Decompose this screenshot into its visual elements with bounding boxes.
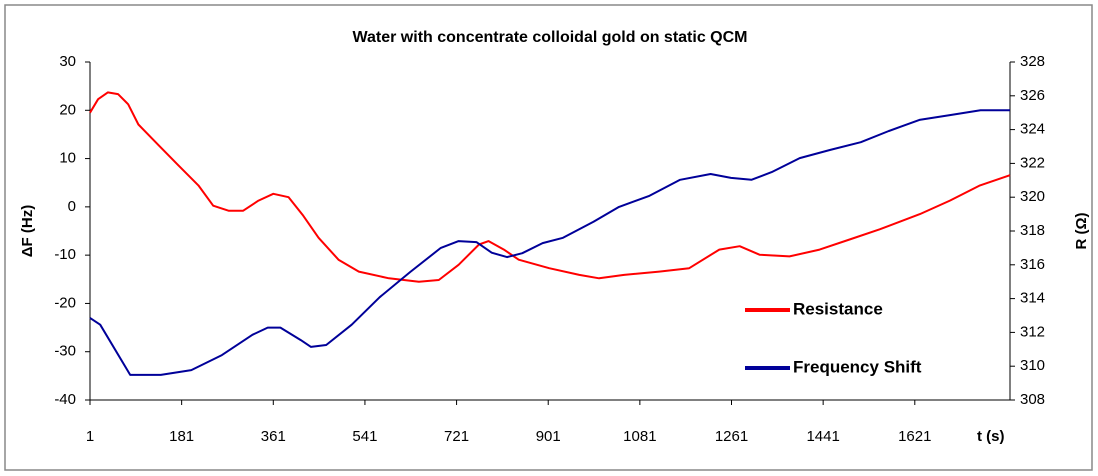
x-tick-label: 541 (352, 428, 377, 445)
y2-tick-label: 326 (1020, 87, 1045, 104)
x-tick-label: 1621 (898, 428, 931, 445)
y2-tick-label: 312 (1020, 323, 1045, 340)
x-tick-label: 901 (536, 428, 561, 445)
series-line (89, 109, 1010, 376)
chart-frame (4, 4, 1093, 471)
x-axis-label: t (s) (977, 428, 1005, 445)
y2-tick-label: 320 (1020, 188, 1045, 205)
y-tick-label: 20 (59, 101, 76, 118)
y-tick-label: -10 (54, 246, 76, 263)
y-axis-label: ΔF (Hz) (19, 205, 36, 257)
y2-tick-label: 328 (1020, 53, 1045, 70)
legend-label: Frequency Shift (793, 357, 922, 376)
x-tick-label: 1 (86, 428, 94, 445)
y-tick-label: 0 (68, 198, 76, 215)
y2-tick-label: 314 (1020, 290, 1045, 307)
y-tick-label: -40 (54, 391, 76, 408)
chart-title: Water with concentrate colloidal gold on… (353, 29, 748, 46)
y2-tick-label: 316 (1020, 256, 1045, 273)
y2-tick-label: 310 (1020, 357, 1045, 374)
y-tick-label: 30 (59, 53, 76, 70)
y2-tick-label: 322 (1020, 154, 1045, 171)
x-tick-label: 361 (261, 428, 286, 445)
y2-tick-label: 308 (1020, 391, 1045, 408)
x-tick-label: 181 (169, 428, 194, 445)
y2-tick-label: 318 (1020, 222, 1045, 239)
y2-tick-label: 324 (1020, 121, 1045, 138)
y-tick-label: -30 (54, 343, 76, 360)
series-line (89, 91, 1011, 283)
x-tick-label: 1081 (623, 428, 656, 445)
legend-label: Resistance (793, 299, 883, 318)
x-tick-label: 1261 (715, 428, 748, 445)
x-tick-label: 1441 (806, 428, 839, 445)
x-tick-label: 721 (444, 428, 469, 445)
y-tick-label: -20 (54, 294, 76, 311)
y-tick-label: 10 (59, 150, 76, 167)
y2-axis-label: R (Ω) (1073, 212, 1090, 249)
